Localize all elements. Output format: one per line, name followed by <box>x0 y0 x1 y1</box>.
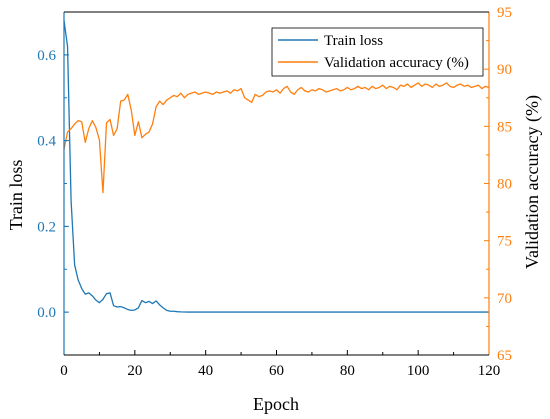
x-tick-label-100: 100 <box>407 363 430 379</box>
y-right-tick-label-95: 95 <box>497 5 512 21</box>
y-right-tick-label-65: 65 <box>497 348 512 364</box>
legend-label-validation-accuracy: Validation accuracy (%) <box>324 55 469 71</box>
legend: Train loss Validation accuracy (%) <box>271 27 484 77</box>
series-line-train-loss <box>63 20 489 313</box>
x-tick-label-80: 80 <box>340 363 355 379</box>
y-axis-left-label: Train loss <box>6 160 26 231</box>
x-tick-label-0: 0 <box>60 363 68 379</box>
series-line-validation-accuracy <box>63 82 490 194</box>
y-right-tick-label-85: 85 <box>497 119 512 135</box>
y-left-tick-label-0: 0.0 <box>37 305 56 321</box>
x-tick-label-60: 60 <box>269 363 284 379</box>
series-group <box>63 20 490 313</box>
y-left-tick-label-1: 0.2 <box>37 219 56 235</box>
y-axis-right: 65 70 75 80 85 90 95 <box>484 5 512 364</box>
y-right-tick-label-75: 75 <box>497 234 512 250</box>
legend-label-train-loss: Train loss <box>324 33 383 49</box>
x-tick-label-40: 40 <box>198 363 213 379</box>
y-axis-right-label: Validation accuracy (%) <box>522 95 543 269</box>
x-tick-label-20: 20 <box>127 363 142 379</box>
y-right-tick-label-90: 90 <box>497 62 512 78</box>
legend-box <box>271 27 484 77</box>
x-axis: 0 20 40 60 80 100 120 <box>60 350 500 379</box>
y-left-tick-label-2: 0.4 <box>37 134 56 150</box>
x-tick-label-120: 120 <box>478 363 501 379</box>
y-left-tick-label-3: 0.6 <box>37 48 56 64</box>
y-right-tick-label-80: 80 <box>497 177 512 193</box>
x-axis-label: Epoch <box>253 394 299 414</box>
y-axis-left: 0.0 0.2 0.4 0.6 <box>37 11 69 356</box>
y-right-tick-label-70: 70 <box>497 291 512 307</box>
